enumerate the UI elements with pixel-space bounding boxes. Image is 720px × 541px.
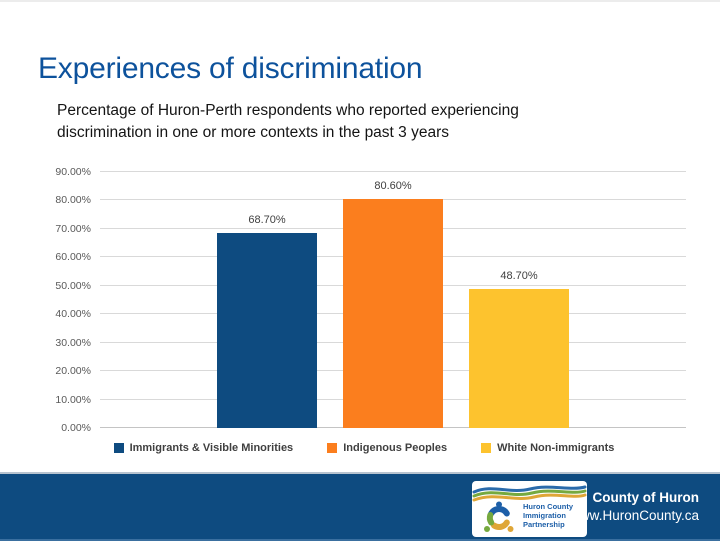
- bar-rect: [343, 198, 443, 428]
- logo-graphic: Huron County Immigration Partnership: [472, 485, 587, 532]
- footer-text-block: County of Huron www.HuronCounty.ca: [570, 489, 699, 524]
- website-url: www.HuronCounty.ca: [570, 507, 699, 523]
- bar-value-label: 48.70%: [500, 270, 538, 283]
- gridline: [100, 171, 686, 172]
- logo-head-gold: [507, 526, 514, 532]
- y-axis-tick-label: 20.00%: [55, 365, 91, 378]
- y-axis-tick-label: 40.00%: [55, 308, 91, 321]
- footer-bar: Huron County Immigration Partnership Cou…: [0, 472, 720, 541]
- chart-subtitle: Percentage of Huron-Perth respondents wh…: [57, 102, 519, 141]
- logo-figure-gold: [491, 519, 510, 530]
- bar-value-label: 68.70%: [248, 213, 286, 226]
- bar-chart: 0.00% 10.00% 20.00% 30.00% 40.00% 50.00% 60.00…: [40, 166, 688, 468]
- legend-label: White Non-immigrants: [497, 442, 615, 454]
- bar-slot-2: 48.70%: [469, 172, 569, 428]
- bar-rect: [217, 232, 317, 428]
- logo-wave-gold: [472, 493, 587, 502]
- logo-figure-blue: [488, 506, 510, 517]
- logo-text-line3: Partnership: [523, 520, 565, 529]
- legend-swatch-icon: [481, 443, 492, 453]
- legend-swatch-icon: [327, 443, 338, 453]
- logo-head-blue: [496, 501, 502, 508]
- bar-value-label: 80.60%: [374, 179, 412, 192]
- legend-item: White Non-immigrants: [481, 442, 614, 454]
- plot-area: 0.00% 10.00% 20.00% 30.00% 40.00% 50.00% 60.00…: [55, 166, 686, 434]
- logo-wave-green: [472, 489, 587, 498]
- y-axis-tick-label: 30.00%: [55, 336, 91, 349]
- logo-head-green: [484, 526, 490, 532]
- y-axis-tick-label: 60.00%: [55, 251, 91, 264]
- bar-slot-1: 80.60%: [343, 172, 443, 428]
- legend-label: Indigenous Peoples: [343, 442, 448, 454]
- page-title: Experiences of discrimination: [38, 52, 423, 85]
- legend-label: Immigrants & Visible Minorities: [129, 442, 294, 454]
- logo-figure-green: [486, 512, 495, 526]
- y-axis-tick-label: 90.00%: [55, 166, 91, 178]
- logo-text-line2: Immigration: [523, 511, 566, 520]
- county-name: County of Huron: [592, 490, 699, 505]
- y-axis-tick-label: 70.00%: [55, 222, 91, 235]
- huron-county-immigration-partnership-logo: Huron County Immigration Partnership: [472, 481, 587, 537]
- chart-legend: Immigrants & Visible Minorities Indigenou…: [40, 442, 688, 454]
- legend-item: Indigenous Peoples: [327, 442, 447, 454]
- legend-swatch-icon: [113, 443, 124, 453]
- logo-text-line1: Huron County: [523, 502, 574, 511]
- slide-top-border: [0, 0, 720, 2]
- y-axis-tick-label: 10.00%: [55, 393, 91, 406]
- bar-group: 68.70% 80.60% 48.70%: [100, 172, 686, 428]
- bar-slot-0: 68.70%: [217, 172, 317, 428]
- y-axis-tick-label: 0.00%: [61, 422, 91, 434]
- y-axis-tick-label: 50.00%: [55, 279, 91, 292]
- legend-item: Immigrants & Visible Minorities: [113, 442, 294, 454]
- logo-wave-blue: [472, 485, 587, 494]
- bar-rect: [469, 289, 569, 428]
- y-axis-tick-label: 80.00%: [55, 194, 91, 207]
